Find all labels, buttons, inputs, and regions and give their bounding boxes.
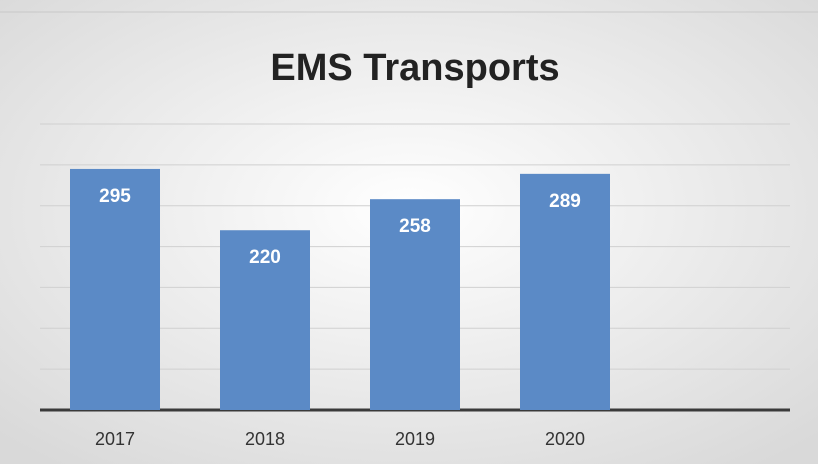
data-label: 258: [399, 216, 431, 237]
bar: [220, 230, 310, 410]
x-tick-label: 2019: [395, 429, 435, 449]
data-label: 295: [99, 186, 131, 207]
data-label: 220: [249, 247, 281, 268]
bar: [70, 168, 160, 410]
data-label: 289: [549, 191, 581, 212]
x-tick-label: 2018: [245, 429, 285, 449]
x-tick-label: 2017: [95, 429, 135, 449]
bar: [370, 199, 460, 410]
bar: [520, 173, 610, 410]
chart-title: EMS Transports: [270, 47, 559, 89]
x-tick-label: 2020: [545, 429, 585, 449]
